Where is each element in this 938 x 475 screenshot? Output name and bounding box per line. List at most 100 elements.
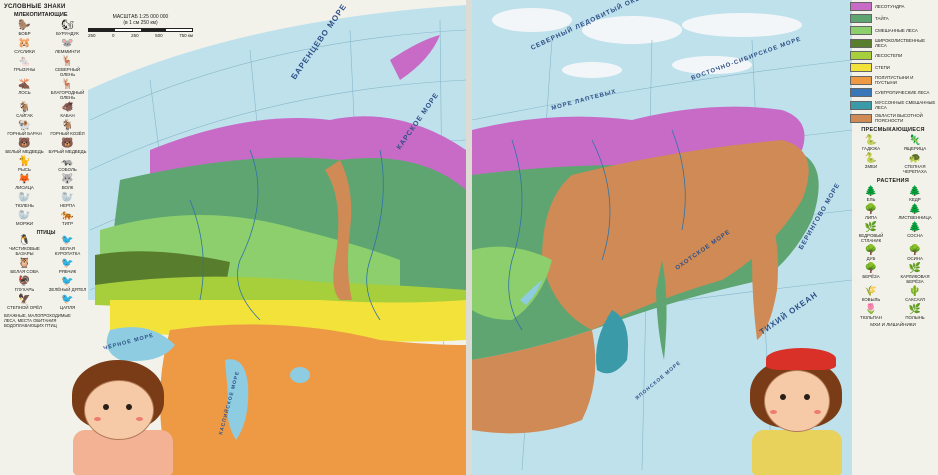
legend-item-label: БЕРЁЗА bbox=[862, 274, 880, 279]
legend-item-label: КОВЫЛЬ bbox=[861, 297, 881, 302]
scale-tick: 500 bbox=[155, 33, 163, 38]
legend-item-label: БЕЛЫЙ МЕДВЕДЬ bbox=[5, 149, 44, 154]
plants-section: РАСТЕНИЯ 🌲 ЕЛЬ 🌲 КЕДР 🌳 ЛИПА 🌲 ЛИСТВЕННИЦА 🌿 КЕДР… bbox=[850, 178, 936, 327]
zone-label: ЛЕСОТУНДРА bbox=[875, 4, 905, 9]
fox-icon: 🦊 bbox=[18, 174, 31, 185]
legend-item: 🌵 САКСАУЛ bbox=[894, 287, 936, 303]
legend-item: 🐦 БЕЛАЯ КУРОПАТКА bbox=[47, 236, 88, 257]
legend-item-label: БОБР bbox=[18, 31, 31, 36]
owl-icon: 🦉 bbox=[18, 258, 31, 269]
woodpecker-icon: 🐦 bbox=[61, 276, 74, 287]
legend-item-label: ДУБ bbox=[866, 256, 876, 261]
legend-item: 🌳 ЛИПА bbox=[850, 205, 892, 221]
legend-item-label: ЛИСТВЕННИЦА bbox=[898, 215, 932, 220]
legend-item-label: КАБАН bbox=[60, 113, 75, 118]
map-page-right: СЕВЕРНЫЙ ЛЕДОВИТЫЙ ОКЕАН МОРЕ ЛАПТЕВЫХ В… bbox=[472, 0, 938, 475]
legend-item-label: СЕВЕРНЫЙ ОЛЕНЬ bbox=[54, 67, 81, 77]
legend-item: 🐐 ГОРНЫЙ КОЗЁЛ bbox=[47, 121, 88, 137]
legend-item-label: ЛОСЬ bbox=[18, 90, 31, 95]
legend-item: 🌿 ПОЛЫНЬ bbox=[894, 304, 936, 321]
zone-label: МУССОННЫЕ СМЕШАННЫЕ ЛЕСА bbox=[875, 100, 936, 110]
legend-item-label: ЛЕММИНГИ bbox=[55, 49, 80, 54]
scale-bar bbox=[88, 28, 193, 32]
child-eye bbox=[804, 394, 810, 400]
wolf-icon: 🐺 bbox=[61, 174, 74, 185]
polar-bear-icon: 🐻 bbox=[18, 138, 31, 149]
deer-icon: 🦌 bbox=[61, 79, 74, 90]
legend-item: 🐍 ЗМЕИ bbox=[850, 154, 892, 174]
legend-item: 🐏 ГОРНЫЙ БАРАН bbox=[4, 121, 45, 137]
legend-item: 🐦 ЦАПЛЯ bbox=[47, 295, 88, 311]
chipmunk-icon: 🐿 bbox=[61, 20, 74, 31]
lynx-icon: 🐈 bbox=[18, 156, 31, 167]
larch-icon: 🌲 bbox=[908, 204, 922, 215]
aral-sea bbox=[290, 367, 310, 383]
zone-label: ПОЛУПУСТЫНИ И ПУСТЫНИ bbox=[875, 75, 914, 85]
legend-item-label: ТЮЛЬПАН bbox=[860, 315, 882, 320]
zone-mixed-forest bbox=[472, 246, 552, 320]
legend-item: 🌳 ДУБ bbox=[850, 246, 892, 262]
birch-icon: 🌳 bbox=[864, 263, 878, 274]
eagle-icon: 🦅 bbox=[18, 294, 31, 305]
legend-item: 🌳 ОСИНА bbox=[894, 246, 936, 262]
legend-item-label: КЕДРОВЫЙ СТЛАНИК bbox=[858, 233, 884, 243]
sakhalin bbox=[656, 260, 667, 360]
elk-icon: 🫎 bbox=[18, 79, 31, 90]
reindeer-icon: 🦌 bbox=[61, 56, 74, 67]
zone-swatch bbox=[850, 26, 872, 35]
tiger-icon: 🐅 bbox=[61, 210, 74, 221]
legend-item: 🐗 КАБАН bbox=[47, 102, 88, 119]
dwarf-birch-icon: 🌿 bbox=[908, 263, 922, 274]
brown-bear-icon: 🐻 bbox=[61, 138, 74, 149]
zone-legend-row: СУБТРОПИЧЕСКИЕ ЛЕСА bbox=[850, 88, 936, 97]
map-scale: МАСШТАБ 1:25 000 000 (в 1 см 250 км) 250… bbox=[88, 14, 193, 38]
zone-list: ЛЕСОТУНДРА ТАЙГА СМЕШАННЫЕ ЛЕСА ШИРОКОЛИСТВ… bbox=[850, 2, 936, 123]
sable-icon: 🦡 bbox=[61, 156, 74, 167]
legend-item-label: БУРЫЙ МЕДВЕДЬ bbox=[48, 149, 87, 154]
legend-item: 🦎 ЯЩЕРИЦА bbox=[894, 136, 936, 152]
beaver-icon: 🦫 bbox=[18, 20, 31, 31]
legend-item: 🐅 ТИГР bbox=[47, 210, 88, 227]
child-illustration-right bbox=[742, 340, 852, 475]
wormwood-icon: 🌿 bbox=[908, 304, 922, 315]
zone-legend-row: ШИРОКОЛИСТВЕННЫЕ ЛЕСА bbox=[850, 38, 936, 48]
child-cheek bbox=[136, 417, 143, 421]
legend-item: 🐻 БЕЛЫЙ МЕДВЕДЬ bbox=[4, 138, 45, 155]
zone-label: ОБЛАСТИ ВЫСОТНОЙ ПОЯСНОСТИ bbox=[875, 113, 923, 123]
zone-legend-row: СМЕШАННЫЕ ЛЕСА bbox=[850, 26, 936, 35]
child-eye bbox=[103, 404, 109, 410]
zone-legend-row: ОБЛАСТИ ВЫСОТНОЙ ПОЯСНОСТИ bbox=[850, 113, 936, 123]
child-cheek bbox=[814, 410, 821, 414]
scale-tick: 750 км bbox=[179, 33, 193, 38]
child-face bbox=[84, 380, 154, 440]
scale-ticks: 250 0 250 500 750 км bbox=[88, 33, 193, 38]
cedar-elfin-icon: 🌿 bbox=[864, 222, 878, 233]
zone-swatch bbox=[850, 14, 872, 23]
sea-ice bbox=[492, 8, 802, 78]
legend-title: УСЛОВНЫЕ ЗНАКИ bbox=[4, 4, 66, 10]
turtle-icon: 🐢 bbox=[908, 153, 922, 164]
legend-item: 🦉 БЕЛАЯ СОВА bbox=[4, 258, 45, 275]
legend-item-label: ГРЫЗУНЫ bbox=[13, 67, 36, 72]
zone-swatch bbox=[850, 2, 872, 11]
legend-item-label: ГОРНЫЙ КОЗЁЛ bbox=[50, 131, 85, 136]
reptiles-section: ПРЕСМЫКАЮЩИЕСЯ 🐍 ГАДЮКА 🦎 ЯЩЕРИЦА 🐍 ЗМЕИ 🐢 СТЕП… bbox=[850, 127, 936, 174]
boar-icon: 🐗 bbox=[61, 102, 74, 113]
scale-tick: 0 bbox=[112, 33, 115, 38]
book-gutter bbox=[466, 0, 472, 475]
legend-item-label: РЫСЬ bbox=[18, 167, 31, 172]
legend-item: 🐿 БУРУНДУК bbox=[47, 20, 88, 37]
legend-item: 🌲 ЛИСТВЕННИЦА bbox=[894, 204, 936, 221]
gopher-icon: 🐹 bbox=[18, 38, 31, 49]
legend-item: 🌾 КОВЫЛЬ bbox=[850, 287, 892, 303]
legend-item: 🐦 ЗЕЛЁНЫЙ ДЯТЕЛ bbox=[47, 276, 88, 293]
auk-icon: 🐧 bbox=[18, 235, 31, 246]
legend-item-label: НЕРПА bbox=[59, 203, 76, 208]
zone-monsoon-forest bbox=[596, 310, 628, 374]
zone-label: СУБТРОПИЧЕСКИЕ ЛЕСА bbox=[875, 90, 930, 95]
legend-item: 🌳 БЕРЁЗА bbox=[850, 264, 892, 284]
legend-item: 🐺 ВОЛК bbox=[47, 174, 88, 191]
legend-item-label: МОРЖИ bbox=[15, 221, 34, 226]
child-illustration-left bbox=[58, 360, 188, 475]
kamchatka bbox=[752, 200, 778, 340]
